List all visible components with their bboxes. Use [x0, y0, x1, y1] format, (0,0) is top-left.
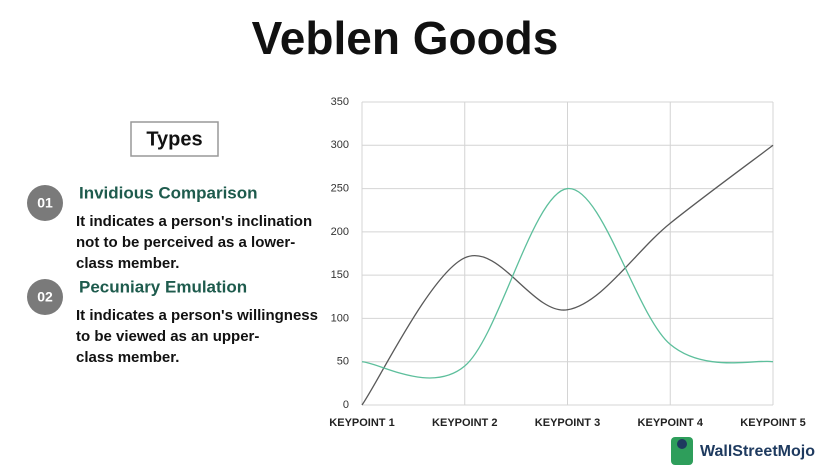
number-badge — [27, 279, 63, 315]
x-tick-label: KEYPOINT 2 — [432, 417, 497, 429]
y-tick-label: 50 — [337, 356, 349, 368]
y-tick-label: 300 — [331, 139, 349, 151]
item-description: class member. — [76, 349, 179, 366]
logo-icon-head — [677, 439, 687, 449]
x-tick-label: KEYPOINT 4 — [638, 417, 704, 429]
item-description: to be viewed as an upper- — [76, 328, 259, 345]
x-tick-label: KEYPOINT 1 — [329, 417, 394, 429]
item-description: not to be perceived as a lower- — [76, 234, 295, 251]
data-line — [361, 144, 774, 406]
y-tick-label: 350 — [331, 96, 349, 108]
y-tick-label: 100 — [331, 312, 349, 324]
y-tick-label: 250 — [331, 182, 349, 194]
logo: WallStreetMojo — [671, 437, 815, 465]
y-tick-label: 150 — [331, 269, 349, 281]
item-number: 01 — [37, 195, 53, 211]
item-description: class member. — [76, 255, 179, 272]
x-tick-label: KEYPOINT 5 — [740, 417, 805, 429]
y-tick-label: 0 — [343, 399, 349, 411]
y-tick-label: 200 — [331, 226, 349, 238]
page-title: Veblen Goods — [252, 12, 559, 64]
item-title: Pecuniary Emulation — [79, 277, 247, 296]
logo-icon — [671, 437, 693, 465]
number-badge — [27, 185, 63, 221]
item-number: 02 — [37, 289, 53, 305]
x-tick-label: KEYPOINT 3 — [535, 417, 600, 429]
type-list: 01 Invidious Comparison It indicates a per… — [27, 183, 318, 366]
item-description: It indicates a person's inclination — [76, 213, 312, 230]
item-title: Invidious Comparison — [79, 183, 258, 202]
item-description: It indicates a person's willingness — [76, 307, 318, 324]
logo-text: WallStreetMojo — [700, 443, 815, 460]
types-box — [130, 121, 219, 157]
types-heading: Types — [146, 128, 202, 150]
chart: 0 50 100 150 200 250 300 350 KEYPOINT 1 KEYPOINT … — [329, 96, 805, 429]
data-line — [361, 187, 774, 379]
